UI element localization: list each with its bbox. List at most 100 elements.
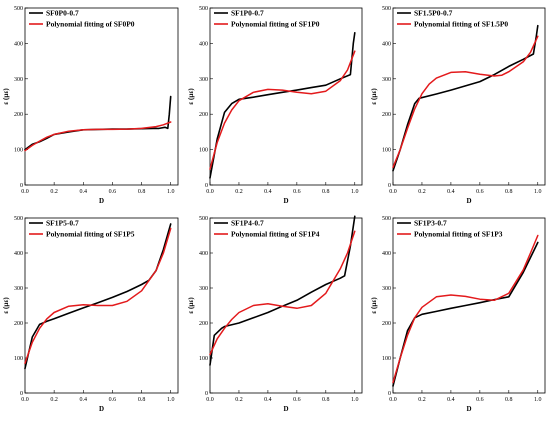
y-tick-label: 400 xyxy=(382,251,391,257)
legend-label: Polynomial fitting of SF1P5 xyxy=(46,230,135,239)
x-tick-label: 1.0 xyxy=(534,189,542,195)
x-tick-label: 0.4 xyxy=(447,189,455,195)
measured-series-line xyxy=(24,95,172,151)
y-tick-label: 200 xyxy=(14,321,23,327)
fitted-series-line xyxy=(24,227,172,365)
legend-label: Polynomial fitting of SF1P4 xyxy=(231,230,320,239)
chart-panel-6: 0 100 200 300 400 500 0.0 0.2 0.4 0.6 0.8 1.0 Dε (με… xyxy=(370,216,546,413)
y-tick-label: 200 xyxy=(382,321,391,327)
y-axis-label: ε (με) xyxy=(187,88,195,105)
plot-frame xyxy=(392,7,546,186)
measured-series-line xyxy=(24,223,172,370)
y-tick-label: 0 xyxy=(20,391,23,397)
legend-label: Polynomial fitting of SF1.5P0 xyxy=(414,20,508,29)
y-tick-label: 400 xyxy=(382,41,391,47)
plot-frame xyxy=(24,217,179,394)
x-tick-label: 0.0 xyxy=(21,397,29,403)
chart-panel-5: 0 100 200 300 400 500 0.0 0.2 0.4 0.6 0.8 1.0 Dε (με… xyxy=(187,215,363,413)
x-axis-label: D xyxy=(283,405,288,413)
measured-series-line xyxy=(209,215,356,366)
x-tick-label: 0.2 xyxy=(50,189,58,195)
y-tick-label: 500 xyxy=(14,6,23,12)
y-tick-label: 100 xyxy=(199,148,208,154)
x-tick-label: 0.0 xyxy=(21,189,29,195)
x-tick-label: 0.2 xyxy=(418,189,426,195)
measured-series-line xyxy=(209,31,356,179)
y-tick-label: 200 xyxy=(199,112,208,118)
x-axis-label: D xyxy=(99,197,104,205)
x-tick-label: 0.4 xyxy=(80,397,88,403)
y-tick-label: 0 xyxy=(20,183,23,189)
y-tick-label: 300 xyxy=(382,286,391,292)
y-tick-label: 500 xyxy=(14,216,23,222)
x-tick-label: 0.4 xyxy=(80,189,88,195)
x-tick-label: 0.8 xyxy=(322,397,330,403)
x-tick-label: 1.0 xyxy=(351,397,359,403)
chart-panel-1: 0 100 200 300 400 500 0.0 0.2 0.4 0.6 0.8 1.0 Dε (με… xyxy=(2,6,179,205)
y-tick-label: 500 xyxy=(199,216,208,222)
y-axis-label: ε (με) xyxy=(370,297,378,314)
x-tick-label: 1.0 xyxy=(351,189,359,195)
y-tick-label: 400 xyxy=(14,251,23,257)
x-tick-label: 0.2 xyxy=(418,397,426,403)
legend-label: SF1P0-0.7 xyxy=(231,9,264,18)
x-tick-label: 1.0 xyxy=(167,189,175,195)
legend-label: Polynomial fitting of SF1P0 xyxy=(231,20,320,29)
y-tick-label: 500 xyxy=(382,216,391,222)
fitted-series-line xyxy=(392,35,539,169)
x-tick-label: 0.2 xyxy=(235,189,243,195)
y-tick-label: 100 xyxy=(382,356,391,362)
y-tick-label: 100 xyxy=(14,148,23,154)
x-tick-label: 0.6 xyxy=(109,189,117,195)
x-tick-label: 0.0 xyxy=(389,189,397,195)
y-tick-label: 100 xyxy=(382,148,391,154)
legend-label: SF0P0-0.7 xyxy=(46,9,79,18)
y-axis-label: ε (με) xyxy=(370,88,378,105)
legend-label: SF1.5P0-0.7 xyxy=(414,9,453,18)
y-tick-label: 100 xyxy=(14,356,23,362)
y-tick-label: 400 xyxy=(14,41,23,47)
x-axis-label: D xyxy=(466,197,471,205)
y-tick-label: 0 xyxy=(205,183,208,189)
x-tick-label: 0.4 xyxy=(264,189,272,195)
x-tick-label: 0.2 xyxy=(50,397,58,403)
y-tick-label: 300 xyxy=(14,286,23,292)
y-tick-label: 300 xyxy=(14,77,23,83)
x-tick-label: 0.6 xyxy=(109,397,117,403)
x-tick-label: 0.6 xyxy=(293,397,301,403)
x-tick-label: 0.4 xyxy=(447,397,455,403)
y-tick-label: 500 xyxy=(199,6,208,12)
x-tick-label: 0.8 xyxy=(505,397,513,403)
plot-frame xyxy=(209,217,363,394)
x-tick-label: 0.8 xyxy=(505,189,513,195)
y-tick-label: 100 xyxy=(199,356,208,362)
chart-panel-3: 0 100 200 300 400 500 0.0 0.2 0.4 0.6 0.8 1.0 Dε (με… xyxy=(370,6,546,205)
legend-label: Polynomial fitting of SF1P3 xyxy=(414,230,503,239)
y-tick-label: 200 xyxy=(199,321,208,327)
y-tick-label: 200 xyxy=(14,112,23,118)
fitted-series-line xyxy=(392,234,539,384)
x-tick-label: 0.0 xyxy=(206,189,214,195)
x-tick-label: 0.6 xyxy=(293,189,301,195)
y-axis-label: ε (με) xyxy=(2,297,10,314)
x-axis-label: D xyxy=(283,197,288,205)
y-tick-label: 0 xyxy=(388,391,391,397)
plot-frame xyxy=(392,217,546,394)
plot-frame xyxy=(209,7,363,186)
fitted-series-line xyxy=(24,121,172,152)
legend-label: Polynomial fitting of SF0P0 xyxy=(46,20,135,29)
x-tick-label: 1.0 xyxy=(534,397,542,403)
y-tick-label: 400 xyxy=(199,251,208,257)
x-axis-label: D xyxy=(99,405,104,413)
chart-panel-4: 0 100 200 300 400 500 0.0 0.2 0.4 0.6 0.8 1.0 Dε (με… xyxy=(2,216,179,413)
y-axis-label: ε (με) xyxy=(187,297,195,314)
x-tick-label: 0.2 xyxy=(235,397,243,403)
y-tick-label: 300 xyxy=(382,77,391,83)
fitted-series-line xyxy=(209,230,356,356)
x-tick-label: 0.6 xyxy=(476,189,484,195)
legend-label: SF1P5-0.7 xyxy=(46,219,79,228)
x-tick-label: 0.0 xyxy=(389,397,397,403)
measured-series-line xyxy=(392,241,539,387)
y-tick-label: 500 xyxy=(382,6,391,12)
